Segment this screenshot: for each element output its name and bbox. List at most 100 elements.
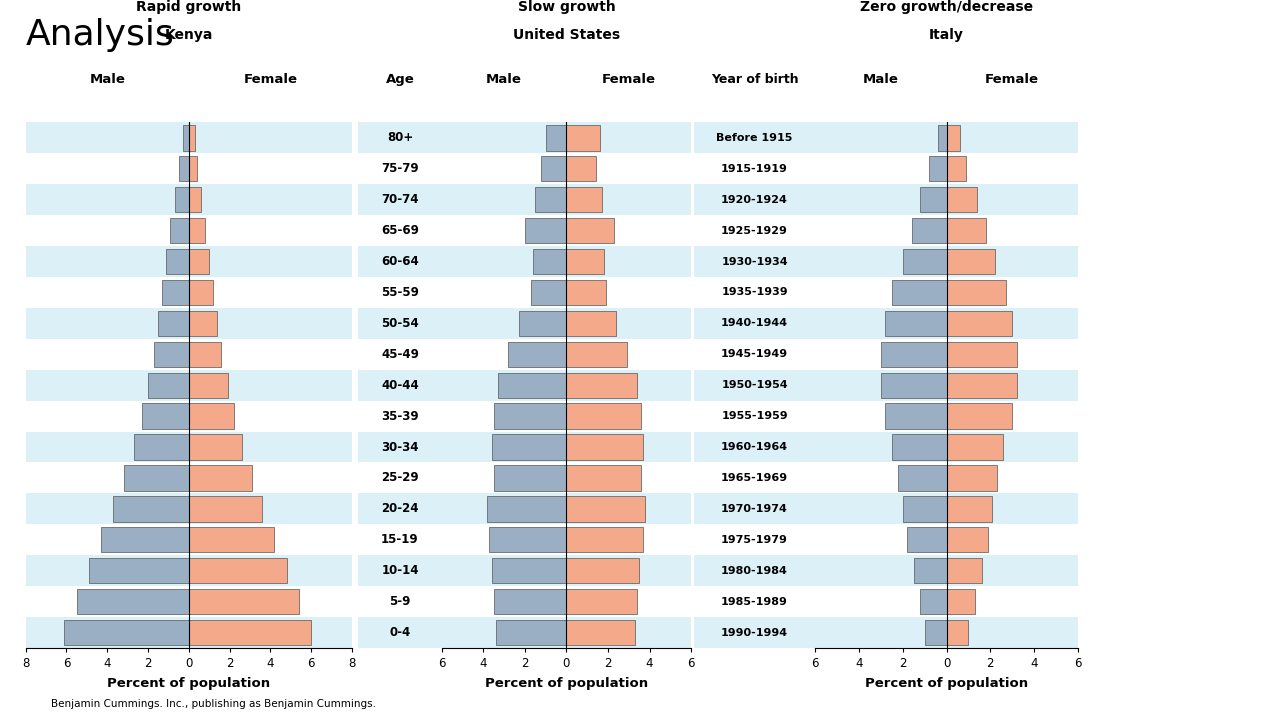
Bar bbox=[920, 187, 947, 212]
Bar bbox=[442, 308, 691, 339]
Bar bbox=[189, 187, 201, 212]
Bar bbox=[694, 277, 815, 308]
Bar bbox=[694, 524, 815, 555]
Bar bbox=[26, 431, 352, 462]
Bar bbox=[442, 339, 691, 370]
Text: 1980-1984: 1980-1984 bbox=[721, 566, 788, 576]
Bar bbox=[694, 153, 815, 184]
Bar bbox=[886, 403, 947, 429]
Text: 1950-1954: 1950-1954 bbox=[721, 380, 788, 390]
Bar bbox=[815, 524, 1078, 555]
Bar bbox=[567, 403, 641, 429]
Bar bbox=[442, 122, 691, 153]
Text: 1915-1919: 1915-1919 bbox=[721, 163, 788, 174]
Bar bbox=[567, 527, 644, 552]
Text: Year of birth: Year of birth bbox=[710, 73, 799, 86]
Text: 60-64: 60-64 bbox=[381, 255, 419, 268]
Text: 1970-1974: 1970-1974 bbox=[721, 504, 788, 514]
Bar bbox=[26, 555, 352, 586]
Bar bbox=[358, 277, 442, 308]
Text: 80+: 80+ bbox=[387, 131, 413, 144]
Bar bbox=[815, 493, 1078, 524]
Text: Male: Male bbox=[90, 73, 125, 86]
Bar bbox=[26, 308, 352, 339]
Bar bbox=[26, 339, 352, 370]
Bar bbox=[531, 280, 567, 305]
Bar bbox=[488, 496, 567, 521]
Bar bbox=[189, 465, 252, 490]
Bar bbox=[567, 589, 637, 614]
Text: 1975-1979: 1975-1979 bbox=[721, 535, 788, 545]
Bar bbox=[442, 184, 691, 215]
Text: Female: Female bbox=[243, 73, 297, 86]
Bar bbox=[947, 620, 969, 645]
Text: Female: Female bbox=[986, 73, 1039, 86]
Bar bbox=[442, 555, 691, 586]
Bar bbox=[26, 184, 352, 215]
Bar bbox=[947, 372, 1016, 398]
Bar bbox=[815, 400, 1078, 431]
Bar bbox=[498, 372, 567, 398]
Bar bbox=[886, 311, 947, 336]
Bar bbox=[947, 125, 960, 150]
Bar bbox=[947, 187, 977, 212]
Bar bbox=[914, 558, 947, 583]
Bar bbox=[163, 280, 189, 305]
Bar bbox=[902, 496, 947, 521]
Bar bbox=[567, 125, 600, 150]
Bar bbox=[694, 308, 815, 339]
Bar bbox=[567, 434, 644, 459]
Bar bbox=[189, 620, 311, 645]
Text: 10-14: 10-14 bbox=[381, 564, 419, 577]
Bar bbox=[358, 462, 442, 493]
Bar bbox=[189, 125, 195, 150]
Bar bbox=[358, 246, 442, 277]
Bar bbox=[567, 465, 641, 490]
Bar bbox=[920, 589, 947, 614]
Text: Age: Age bbox=[385, 73, 415, 86]
Bar bbox=[64, 620, 189, 645]
Bar bbox=[442, 370, 691, 400]
Text: 50-54: 50-54 bbox=[381, 317, 419, 330]
Bar bbox=[567, 156, 595, 181]
Bar bbox=[815, 462, 1078, 493]
Text: Male: Male bbox=[863, 73, 899, 86]
Bar bbox=[358, 431, 442, 462]
Bar bbox=[815, 153, 1078, 184]
Bar bbox=[567, 249, 604, 274]
Bar bbox=[358, 586, 442, 617]
Bar bbox=[358, 184, 442, 215]
Bar bbox=[899, 465, 947, 490]
Bar bbox=[442, 493, 691, 524]
Bar bbox=[567, 187, 602, 212]
X-axis label: Percent of population: Percent of population bbox=[108, 677, 270, 690]
Bar bbox=[170, 218, 189, 243]
Bar bbox=[694, 617, 815, 648]
Bar bbox=[358, 400, 442, 431]
Bar bbox=[892, 280, 947, 305]
Bar bbox=[534, 249, 567, 274]
Text: 1920-1924: 1920-1924 bbox=[721, 194, 788, 204]
Bar bbox=[694, 586, 815, 617]
Bar bbox=[88, 558, 189, 583]
Bar bbox=[947, 527, 988, 552]
Bar bbox=[694, 431, 815, 462]
Bar bbox=[567, 280, 605, 305]
Bar bbox=[694, 246, 815, 277]
Text: Italy: Italy bbox=[929, 28, 964, 42]
Text: 1940-1944: 1940-1944 bbox=[721, 318, 788, 328]
Bar bbox=[358, 370, 442, 400]
Bar bbox=[567, 496, 645, 521]
Bar bbox=[133, 434, 189, 459]
X-axis label: Percent of population: Percent of population bbox=[865, 677, 1028, 690]
Bar bbox=[694, 400, 815, 431]
Text: 5-9: 5-9 bbox=[389, 595, 411, 608]
Bar bbox=[495, 620, 567, 645]
Bar bbox=[815, 308, 1078, 339]
Bar bbox=[189, 156, 197, 181]
Bar bbox=[183, 125, 189, 150]
Text: 1960-1964: 1960-1964 bbox=[721, 442, 788, 452]
Text: 45-49: 45-49 bbox=[381, 348, 419, 361]
Text: 1945-1949: 1945-1949 bbox=[721, 349, 788, 359]
Bar bbox=[442, 277, 691, 308]
